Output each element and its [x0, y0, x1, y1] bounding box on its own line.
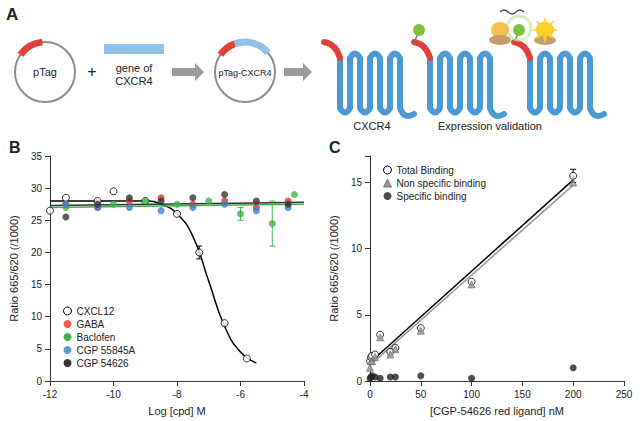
svg-text:30: 30: [31, 183, 43, 194]
svg-text:CGP 54626: CGP 54626: [77, 358, 130, 369]
svg-text:gene of: gene of: [116, 62, 154, 74]
svg-text:10: 10: [31, 311, 43, 322]
svg-text:-12: -12: [43, 389, 58, 400]
svg-text:5: 5: [36, 343, 42, 354]
svg-text:Baclofen: Baclofen: [77, 332, 116, 343]
svg-text:15: 15: [351, 177, 363, 188]
svg-text:0: 0: [356, 376, 362, 387]
svg-text:Ratio 665/620 (/1000): Ratio 665/620 (/1000): [328, 215, 340, 321]
svg-text:35: 35: [31, 151, 43, 162]
svg-text:250: 250: [616, 389, 633, 400]
svg-text:-6: -6: [236, 389, 245, 400]
svg-text:20: 20: [31, 247, 43, 258]
svg-text:Total Binding: Total Binding: [397, 165, 454, 176]
svg-text:[CGP-54626 red ligand] nM: [CGP-54626 red ligand] nM: [430, 405, 564, 417]
svg-text:-10: -10: [106, 389, 121, 400]
svg-text:pTag: pTag: [33, 66, 57, 78]
svg-text:CXCR4: CXCR4: [115, 75, 152, 87]
svg-text:Ratio 665/620 (/1000): Ratio 665/620 (/1000): [8, 215, 20, 321]
svg-text:200: 200: [565, 389, 582, 400]
svg-text:10: 10: [351, 243, 363, 254]
svg-text:50: 50: [415, 389, 427, 400]
svg-text:GABA: GABA: [77, 319, 105, 330]
svg-text:100: 100: [463, 389, 480, 400]
svg-text:CGP 55845A: CGP 55845A: [77, 345, 136, 356]
svg-text:-4: -4: [300, 389, 309, 400]
svg-text:A: A: [6, 5, 18, 24]
svg-text:0: 0: [367, 389, 373, 400]
svg-text:15: 15: [31, 279, 43, 290]
svg-text:CXCR4: CXCR4: [353, 120, 390, 132]
svg-text:25: 25: [31, 215, 43, 226]
svg-text:Non specific binding: Non specific binding: [397, 178, 487, 189]
svg-text:150: 150: [514, 389, 531, 400]
svg-text:C: C: [329, 139, 341, 156]
svg-text:Log [cpd] M: Log [cpd] M: [148, 405, 205, 417]
svg-text:B: B: [9, 139, 21, 156]
svg-text:CXCL12: CXCL12: [77, 306, 115, 317]
svg-text:Specific binding: Specific binding: [397, 191, 467, 202]
svg-text:pTag-CXCR4: pTag-CXCR4: [218, 68, 271, 78]
svg-text:5: 5: [356, 309, 362, 320]
svg-text:-8: -8: [173, 389, 182, 400]
svg-text:Expression validation: Expression validation: [438, 120, 542, 132]
svg-text:+: +: [87, 63, 96, 80]
svg-text:0: 0: [36, 376, 42, 387]
